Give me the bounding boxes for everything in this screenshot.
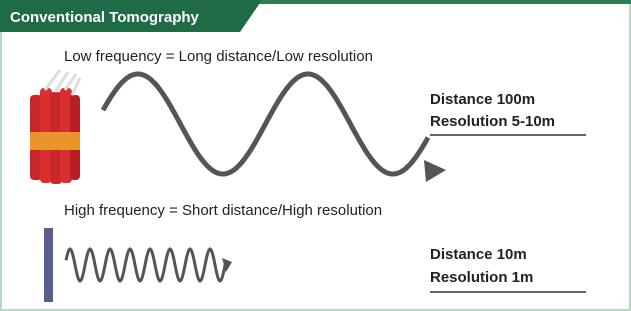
caption: Low frequency = Long distance/Low resolu…: [64, 48, 373, 65]
resolution: Resolution 1m: [430, 269, 533, 286]
caption: High frequency = Short distance/High res…: [64, 202, 382, 219]
source-bar: [44, 228, 53, 302]
distance: Distance 10m: [430, 246, 527, 263]
page: Conventional Tomography Low frequency = …: [0, 0, 631, 311]
header-title: Conventional Tomography: [10, 9, 200, 26]
diagram: Conventional Tomography Low frequency = …: [0, 0, 631, 311]
resolution: Resolution 5-10m: [430, 113, 555, 130]
distance: Distance 100m: [430, 91, 535, 108]
